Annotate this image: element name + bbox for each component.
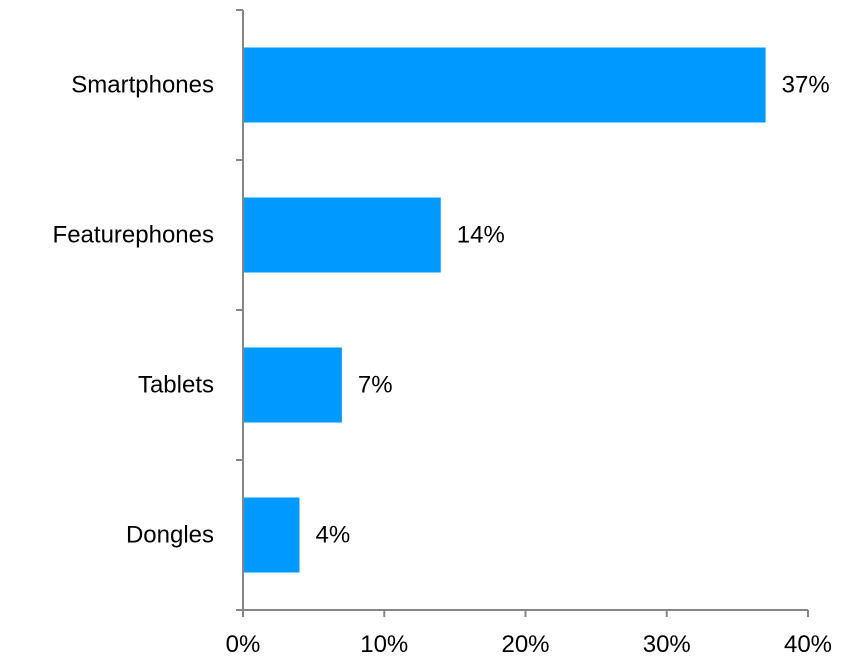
bar-featurephones bbox=[243, 197, 441, 273]
value-label-smartphones: 37% bbox=[782, 72, 830, 99]
category-label-smartphones: Smartphones bbox=[71, 72, 214, 99]
category-label-featurephones: Featurephones bbox=[53, 222, 214, 249]
axes bbox=[236, 9, 809, 617]
bar-tablets bbox=[243, 347, 342, 423]
x-tick-label-40: 40% bbox=[784, 631, 832, 658]
category-label-dongles: Dongles bbox=[126, 522, 214, 549]
category-label-tablets: Tablets bbox=[138, 372, 214, 399]
bar-smartphones bbox=[243, 47, 766, 123]
x-tick-label-10: 10% bbox=[360, 631, 408, 658]
value-label-dongles: 4% bbox=[316, 522, 351, 549]
labels: Smartphones 37% Featurephones 14% Tablets 7% D… bbox=[53, 72, 832, 659]
value-label-tablets: 7% bbox=[358, 372, 393, 399]
bar-dongles bbox=[243, 497, 300, 573]
x-tick-label-20: 20% bbox=[501, 631, 549, 658]
value-label-featurephones: 14% bbox=[457, 222, 505, 249]
bars bbox=[243, 47, 766, 573]
x-tick-label-0: 0% bbox=[226, 631, 261, 658]
x-tick-label-30: 30% bbox=[643, 631, 691, 658]
